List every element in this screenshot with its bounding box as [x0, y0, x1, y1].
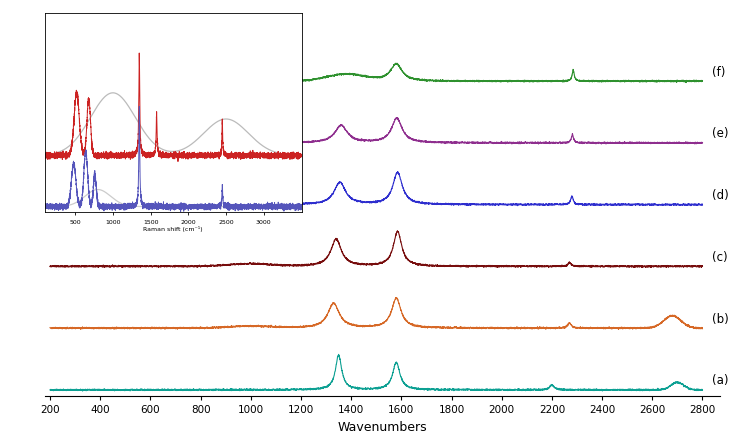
- X-axis label: Wavenumbers: Wavenumbers: [338, 421, 427, 433]
- Text: (c): (c): [712, 251, 728, 264]
- Text: (b): (b): [712, 312, 729, 326]
- Text: (a): (a): [712, 374, 729, 387]
- Text: (d): (d): [712, 189, 729, 202]
- Text: (f): (f): [712, 66, 726, 79]
- Text: (e): (e): [712, 128, 729, 140]
